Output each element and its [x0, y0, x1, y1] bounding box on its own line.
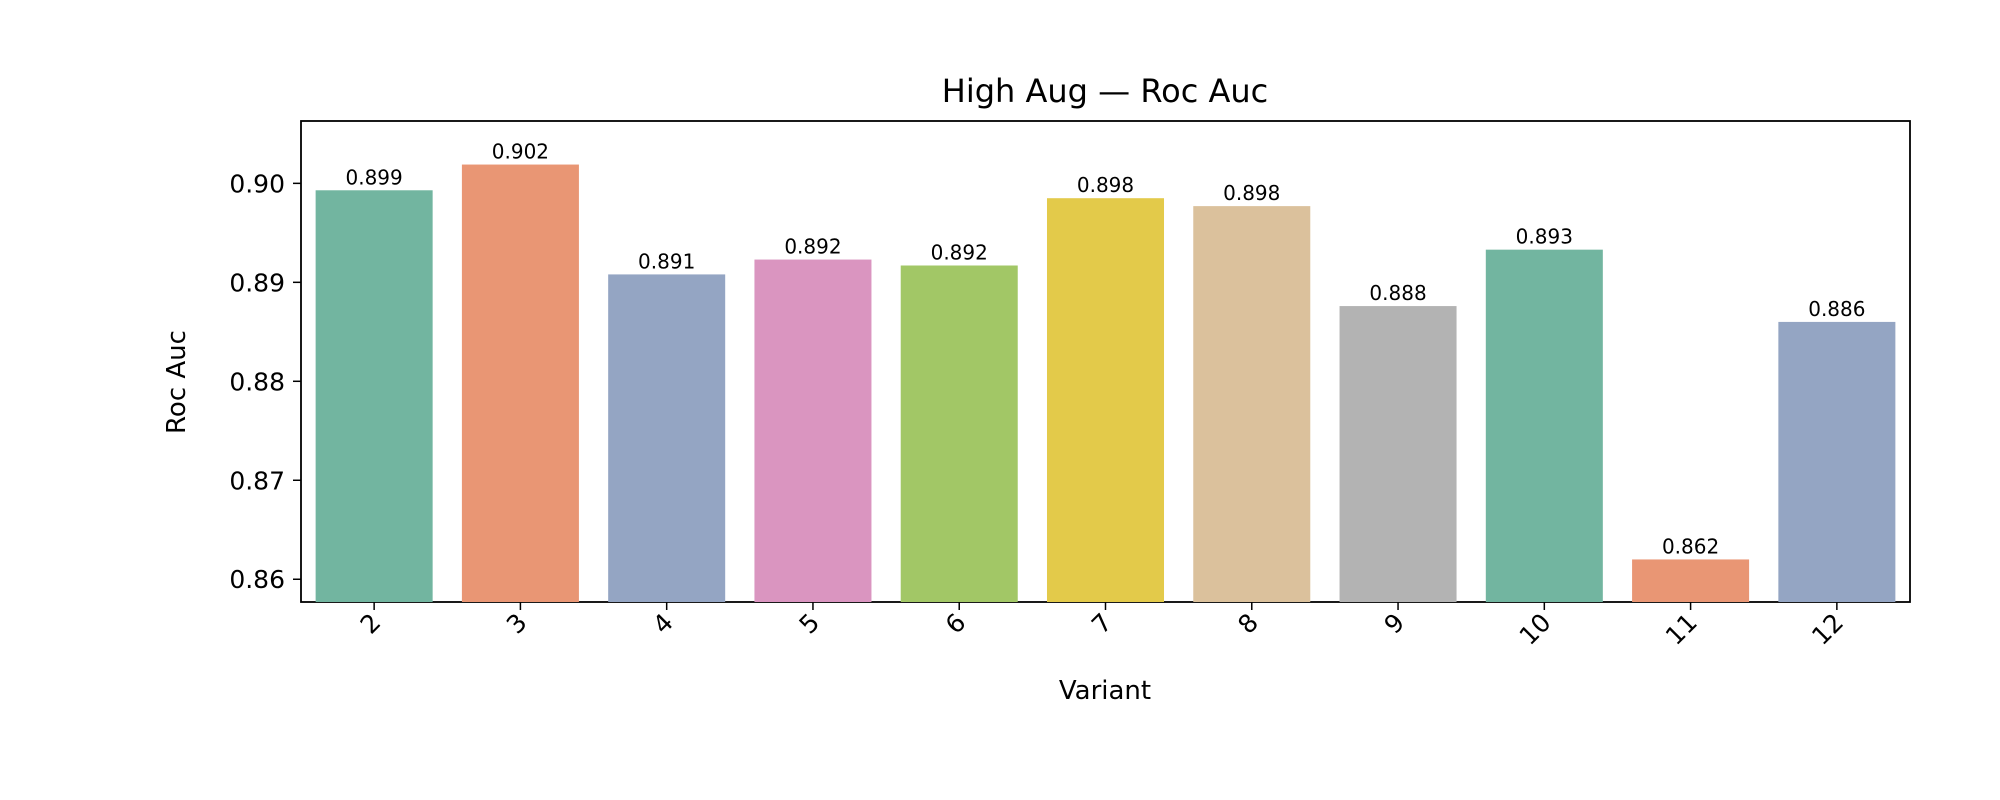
y-tick-label-0.89: 0.89 — [229, 268, 285, 297]
bar-value-label-10: 0.893 — [1516, 225, 1573, 249]
bar-value-label-3: 0.902 — [492, 140, 549, 164]
x-axis-label: Variant — [1059, 676, 1151, 706]
y-tick-label-0.90: 0.90 — [229, 169, 285, 198]
bar-2 — [315, 190, 433, 602]
bar-4 — [608, 274, 726, 602]
y-axis: 0.86 0.87 0.88 0.89 0.90 — [229, 169, 301, 594]
y-tick-label-0.88: 0.88 — [229, 367, 285, 396]
bar-7 — [1046, 198, 1165, 603]
x-tick-label-9: 9 — [1379, 608, 1411, 640]
x-tick-label-5: 5 — [793, 608, 825, 640]
y-axis-label: Roc Auc — [162, 330, 192, 434]
bar-value-label-9: 0.888 — [1369, 281, 1426, 305]
bar-3 — [461, 164, 579, 603]
y-tick-label-0.86: 0.86 — [229, 565, 285, 594]
bar-10 — [1485, 249, 1603, 603]
bar-11 — [1632, 559, 1750, 602]
bar-8 — [1193, 206, 1311, 602]
bar-5 — [754, 259, 872, 602]
bar-value-label-8: 0.898 — [1223, 181, 1280, 205]
chart-title: High Aug — Roc Auc — [942, 72, 1268, 110]
x-tick-label-12: 12 — [1806, 608, 1849, 651]
bar-value-label-5: 0.892 — [784, 235, 841, 259]
x-tick-label-4: 4 — [647, 608, 679, 640]
x-tick-label-11: 11 — [1660, 608, 1703, 651]
bars — [315, 164, 1896, 603]
x-tick-label-2: 2 — [355, 608, 387, 640]
bar-value-label-4: 0.891 — [638, 249, 695, 273]
bar-6 — [900, 265, 1018, 602]
x-tick-label-6: 6 — [940, 608, 972, 640]
bar-value-label-12: 0.886 — [1808, 297, 1865, 321]
x-tick-label-7: 7 — [1086, 608, 1118, 640]
bar-12 — [1778, 321, 1896, 602]
x-tick-label-3: 3 — [501, 608, 533, 640]
y-tick-label-0.87: 0.87 — [229, 466, 285, 495]
bar-value-label-7: 0.898 — [1077, 173, 1134, 197]
bar-value-label-2: 0.899 — [346, 165, 403, 189]
x-axis: 2 3 4 5 6 7 8 9 10 11 12 — [355, 602, 1849, 651]
bar-value-label-11: 0.862 — [1662, 534, 1719, 558]
bar-value-label-6: 0.892 — [931, 240, 988, 264]
bar-value-labels: 0.899 0.902 0.891 0.892 0.892 0.898 0.898 0.888… — [346, 140, 1866, 559]
bar-9 — [1339, 306, 1457, 602]
x-tick-label-10: 10 — [1514, 608, 1557, 651]
x-tick-label-8: 8 — [1232, 608, 1264, 640]
